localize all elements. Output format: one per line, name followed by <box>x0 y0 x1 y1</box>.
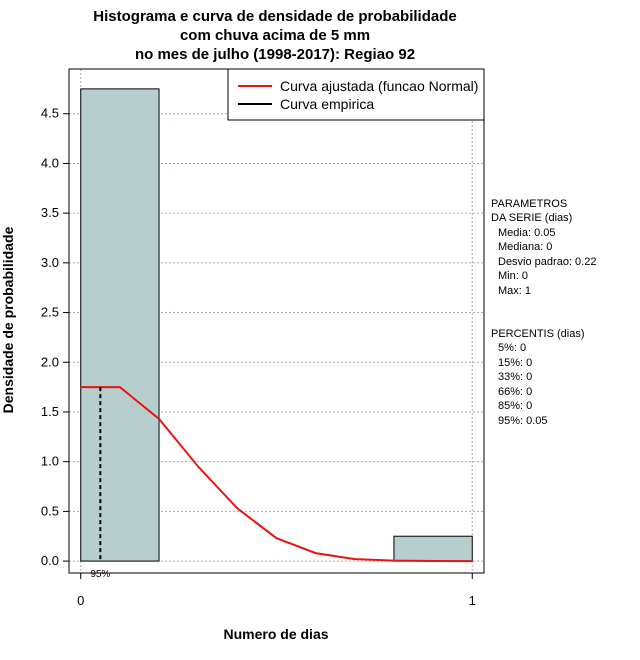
y-axis-label: Densidade de probabilidade <box>0 226 16 413</box>
percentil-95: 95%: 0.05 <box>498 415 548 427</box>
y-tick-label: 4.5 <box>41 106 59 121</box>
x-tick-label: 1 <box>469 593 476 608</box>
histogram-bar-0 <box>80 88 160 562</box>
legend-label-fitted: Curva ajustada (funcao Normal) <box>280 78 478 94</box>
curves <box>80 386 473 563</box>
statistics-panel: PARAMETROS DA SERIE (dias) Media: 0.05 M… <box>491 198 596 427</box>
legend: Curva ajustada (funcao Normal) Curva emp… <box>227 68 485 121</box>
percentil-15: 15%: 0 <box>498 357 532 369</box>
param-media: Media: 0.05 <box>498 227 555 239</box>
percentile-95-label: 95% <box>90 569 110 580</box>
y-tick-label: 0.5 <box>41 503 59 518</box>
params-header-2: DA SERIE (dias) <box>491 212 572 224</box>
percentis-header: PERCENTIS (dias) <box>491 328 585 340</box>
y-tick-label: 2.5 <box>41 305 59 320</box>
y-tick-label: 3.0 <box>41 255 59 270</box>
y-axis: 0.0 0.5 1.0 1.5 2.0 2.5 3.0 3.5 4.0 4.5 <box>41 106 69 568</box>
param-max: Max: 1 <box>498 285 531 297</box>
y-tick-label: 1.5 <box>41 404 59 419</box>
histogram-bars <box>80 88 473 562</box>
params-header-1: PARAMETROS <box>491 198 567 210</box>
chart-title: Histograma e curva de densidade de proba… <box>93 8 456 63</box>
param-desvio: Desvio padrao: 0.22 <box>498 256 596 268</box>
x-axis-label: Numero de dias <box>223 626 328 642</box>
histogram-bar-1 <box>393 535 473 562</box>
y-tick-label: 4.0 <box>41 155 59 170</box>
title-line-1: Histograma e curva de densidade de proba… <box>93 8 456 25</box>
percentil-33: 33%: 0 <box>498 371 532 383</box>
percentil-66: 66%: 0 <box>498 386 532 398</box>
param-min: Min: 0 <box>498 270 528 282</box>
y-tick-label: 0.0 <box>41 553 59 568</box>
title-line-2: com chuva acima de 5 mm <box>180 27 370 44</box>
legend-box <box>227 68 485 121</box>
param-mediana: Mediana: 0 <box>498 241 552 253</box>
y-tick-label: 2.0 <box>41 354 59 369</box>
percentil-5: 5%: 0 <box>498 342 526 354</box>
x-tick-label: 0 <box>77 593 84 608</box>
y-tick-label: 3.5 <box>41 205 59 220</box>
legend-label-empirical: Curva empirica <box>280 96 374 112</box>
y-tick-label: 1.0 <box>41 454 59 469</box>
fitted-normal-curve <box>80 386 473 563</box>
percentil-85: 85%: 0 <box>498 400 532 412</box>
percentile-marker: 95% <box>90 387 110 580</box>
title-line-3: no mes de julho (1998-2017): Regiao 92 <box>135 46 415 63</box>
